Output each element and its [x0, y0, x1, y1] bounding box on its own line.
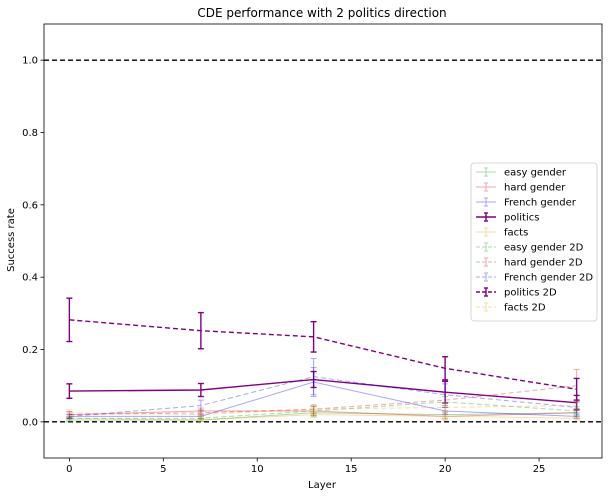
- legend-label: French gender 2D: [504, 273, 593, 284]
- x-tick-label: 10: [251, 464, 264, 475]
- x-axis-ticks: 0 5 10 15 20 25: [66, 458, 545, 475]
- y-tick-label: 0.6: [22, 200, 38, 211]
- y-tick-label: 0.0: [22, 417, 38, 428]
- series-hard-gender-2d: [66, 368, 580, 418]
- legend-label: facts: [504, 228, 528, 239]
- series-layer: [66, 297, 580, 422]
- legend-item: [476, 287, 496, 297]
- legend-label: easy gender 2D: [504, 243, 584, 254]
- series-hard-gender: [66, 406, 580, 421]
- series-line: [69, 414, 577, 421]
- series-french-gender-2d: [66, 358, 580, 420]
- x-tick-label: 0: [66, 464, 72, 475]
- series-line: [69, 412, 577, 421]
- legend-label: hard gender: [504, 183, 566, 194]
- series-line: [69, 410, 577, 417]
- legend-item: [476, 272, 496, 282]
- legend-item: [476, 242, 496, 252]
- series-easy-gender-2d: [66, 396, 580, 421]
- series-facts-2d: [66, 400, 580, 418]
- x-axis-label: Layer: [308, 480, 337, 491]
- chart-title: CDE performance with 2 politics directio…: [197, 6, 446, 20]
- reference-lines: [44, 59, 602, 423]
- y-tick-label: 0.8: [22, 128, 38, 139]
- series-line: [69, 405, 577, 416]
- legend-label: French gender: [504, 198, 577, 209]
- series-line: [69, 319, 577, 390]
- series-line: [69, 385, 577, 416]
- plot-frame: [43, 23, 603, 459]
- x-tick-label: 20: [439, 464, 452, 475]
- legend-label: politics: [504, 213, 539, 224]
- y-axis-ticks: 0.0 0.2 0.4 0.6 0.8 1.0: [22, 56, 44, 428]
- legend-item: [476, 182, 496, 192]
- series-line: [69, 376, 577, 417]
- legend-item: [476, 302, 496, 312]
- series-easy-gender: [66, 408, 580, 422]
- series-politics-2d: [66, 297, 580, 401]
- legend-label: facts 2D: [504, 303, 546, 314]
- legend-item: [476, 212, 496, 222]
- legend: easy gender hard gender French gender polit…: [470, 162, 598, 322]
- legend-item: [476, 257, 496, 267]
- series-line: [69, 378, 577, 404]
- y-tick-label: 0.2: [22, 345, 38, 356]
- legend-label: hard gender 2D: [504, 258, 583, 269]
- legend-label: politics 2D: [504, 288, 557, 299]
- x-tick-label: 5: [160, 464, 166, 475]
- series-facts: [66, 411, 580, 422]
- y-tick-label: 0.4: [22, 273, 38, 284]
- legend-item: [476, 167, 496, 177]
- legend-label: easy gender: [504, 168, 567, 179]
- legend-item: [476, 227, 496, 237]
- x-tick-label: 25: [533, 464, 546, 475]
- series-politics: [66, 370, 580, 411]
- legend-item: [476, 197, 496, 207]
- legend-box: [470, 162, 598, 322]
- y-axis-label: Success rate: [6, 208, 17, 272]
- series-line: [69, 401, 577, 419]
- y-tick-label: 1.0: [22, 56, 38, 67]
- x-tick-label: 15: [345, 464, 358, 475]
